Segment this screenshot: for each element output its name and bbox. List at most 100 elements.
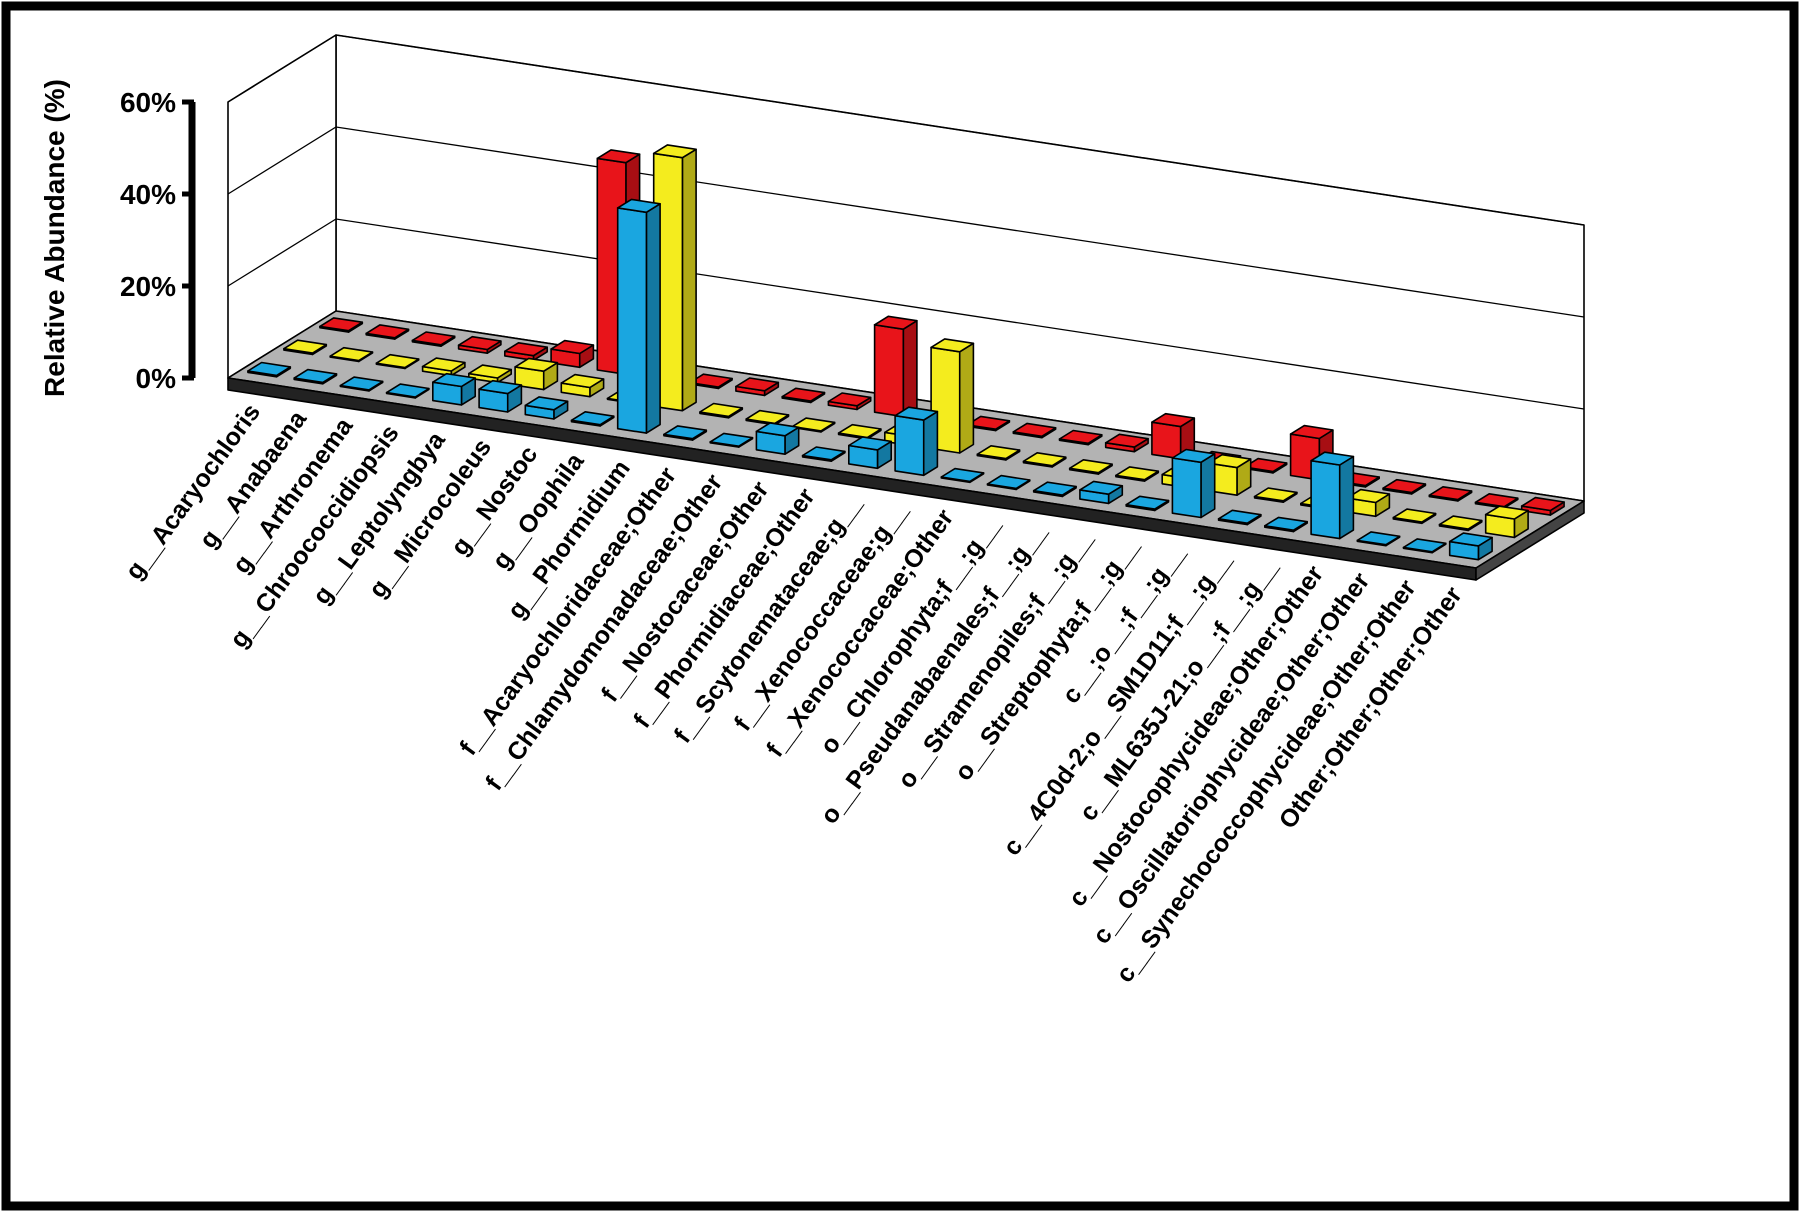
bar-top [755, 422, 800, 437]
bar-top [596, 149, 641, 164]
bar-top [966, 415, 1011, 431]
bar [781, 387, 826, 404]
bar-top [514, 357, 559, 373]
bar-top [431, 372, 477, 388]
bar-top [986, 474, 1031, 490]
bar-top [1438, 515, 1483, 530]
gridline [227, 218, 1585, 410]
bar [431, 372, 477, 406]
bar [1392, 508, 1437, 525]
bar-top [1310, 451, 1355, 466]
bar [1012, 422, 1057, 439]
bar-front [1171, 457, 1202, 519]
bar [375, 353, 420, 370]
bar [1058, 429, 1103, 446]
bar [319, 317, 364, 333]
bar [365, 324, 410, 340]
bar [1484, 505, 1529, 539]
bar [873, 315, 918, 418]
bar [791, 417, 836, 433]
bar-top [1151, 412, 1196, 428]
bar-top [709, 432, 754, 448]
bar [709, 432, 754, 448]
bar-top [745, 409, 790, 425]
bar [1151, 412, 1196, 460]
bar-top [1356, 531, 1401, 546]
bar [503, 341, 549, 362]
bar [894, 406, 939, 477]
bar [1068, 458, 1113, 475]
bar-top [1253, 487, 1298, 502]
bar [1438, 515, 1483, 532]
bar-side [1200, 452, 1216, 519]
bar-top [329, 346, 374, 362]
y-tick-label: 20% [120, 271, 176, 302]
bar-top [1115, 466, 1160, 481]
bar-side [922, 410, 939, 477]
bar-top [1022, 451, 1067, 467]
bar [1125, 495, 1170, 512]
bar-top [940, 467, 985, 483]
bar [467, 364, 513, 384]
bar-top [560, 373, 605, 389]
bar [385, 383, 430, 399]
y-axis-label: Relative Abundance (%) [39, 79, 70, 397]
bar-top [1382, 478, 1427, 494]
bar [411, 331, 456, 348]
bar-top [1012, 422, 1057, 438]
bar-series-group [247, 144, 1565, 561]
bar [1171, 448, 1216, 519]
bar-top [524, 396, 569, 411]
floor-side-edge [1475, 500, 1585, 581]
bar-front [1310, 459, 1341, 540]
bar [1520, 496, 1565, 516]
bar-side [681, 148, 697, 412]
bar [457, 335, 502, 355]
bar-top [827, 392, 872, 407]
bar [1346, 488, 1391, 518]
bar-top [365, 324, 410, 339]
bar [1032, 481, 1077, 498]
bar [524, 396, 569, 420]
bar [930, 338, 975, 454]
bar-top [791, 417, 836, 432]
bar-top [1243, 457, 1288, 473]
bar [1356, 531, 1401, 547]
bar-top [847, 436, 893, 451]
bar-top [283, 339, 328, 354]
bar [1382, 478, 1427, 495]
bar [1104, 433, 1149, 453]
y-axis: 0% 20% 40% 60% [120, 87, 196, 394]
bar-top [1484, 505, 1529, 520]
bar-top [375, 353, 420, 369]
bar-top [1058, 429, 1103, 445]
bar-top [735, 377, 780, 392]
bar-top [319, 317, 364, 332]
bar-top [293, 368, 338, 384]
y-tick-label: 40% [120, 179, 176, 210]
bar-top [699, 402, 744, 418]
bar [247, 361, 292, 378]
bar-top [1346, 488, 1391, 504]
bar-side [958, 342, 975, 454]
bar-top [247, 361, 292, 377]
bar-top [1207, 453, 1252, 469]
bar [1310, 451, 1355, 540]
gridline [227, 34, 1585, 226]
bar-front [616, 207, 648, 434]
bar [986, 474, 1031, 491]
bar-top [873, 315, 918, 331]
bar-top [1125, 495, 1170, 510]
bar-front [1151, 421, 1182, 460]
bar-top [652, 144, 697, 159]
bar [663, 425, 708, 441]
bar-front [894, 414, 925, 477]
bar-top [550, 339, 595, 355]
bar [339, 376, 384, 392]
bar-top [1448, 532, 1493, 547]
bar-top [1032, 481, 1077, 496]
bar [1207, 453, 1252, 497]
bar-top [1428, 485, 1473, 501]
bar [283, 339, 328, 356]
bar-top [421, 357, 466, 372]
